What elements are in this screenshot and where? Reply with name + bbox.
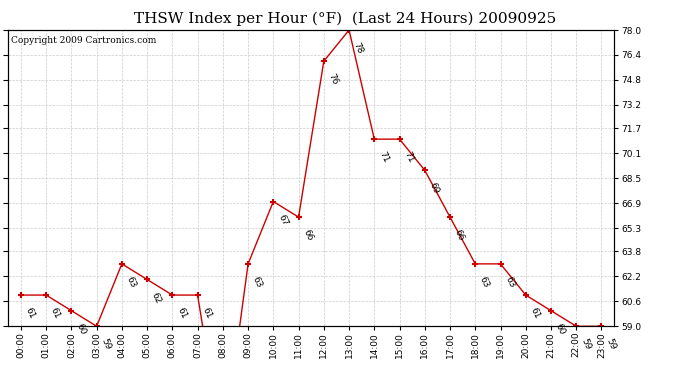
Text: 51: 51 [0, 374, 1, 375]
Text: 63: 63 [478, 275, 491, 289]
Text: 76: 76 [326, 72, 339, 87]
Text: 59: 59 [604, 338, 618, 352]
Text: 61: 61 [529, 306, 542, 320]
Text: 63: 63 [251, 275, 264, 289]
Text: 66: 66 [302, 228, 315, 243]
Text: 62: 62 [150, 291, 163, 305]
Text: 59: 59 [99, 338, 112, 352]
Text: 61: 61 [49, 306, 62, 320]
Text: Copyright 2009 Cartronics.com: Copyright 2009 Cartronics.com [11, 36, 157, 45]
Text: 61: 61 [200, 306, 213, 320]
Text: 60: 60 [74, 322, 87, 336]
Text: 71: 71 [377, 150, 390, 165]
Text: 61: 61 [23, 306, 37, 320]
Text: 61: 61 [175, 306, 188, 320]
Text: 63: 63 [503, 275, 516, 289]
Text: 60: 60 [554, 322, 566, 336]
Text: THSW Index per Hour (°F)  (Last 24 Hours) 20090925: THSW Index per Hour (°F) (Last 24 Hours)… [134, 11, 556, 26]
Text: 66: 66 [453, 228, 466, 243]
Text: 71: 71 [402, 150, 415, 165]
Text: 69: 69 [428, 182, 441, 196]
Text: 67: 67 [276, 213, 289, 227]
Text: 59: 59 [579, 338, 592, 352]
Text: 63: 63 [125, 275, 138, 289]
Text: 78: 78 [352, 41, 365, 56]
